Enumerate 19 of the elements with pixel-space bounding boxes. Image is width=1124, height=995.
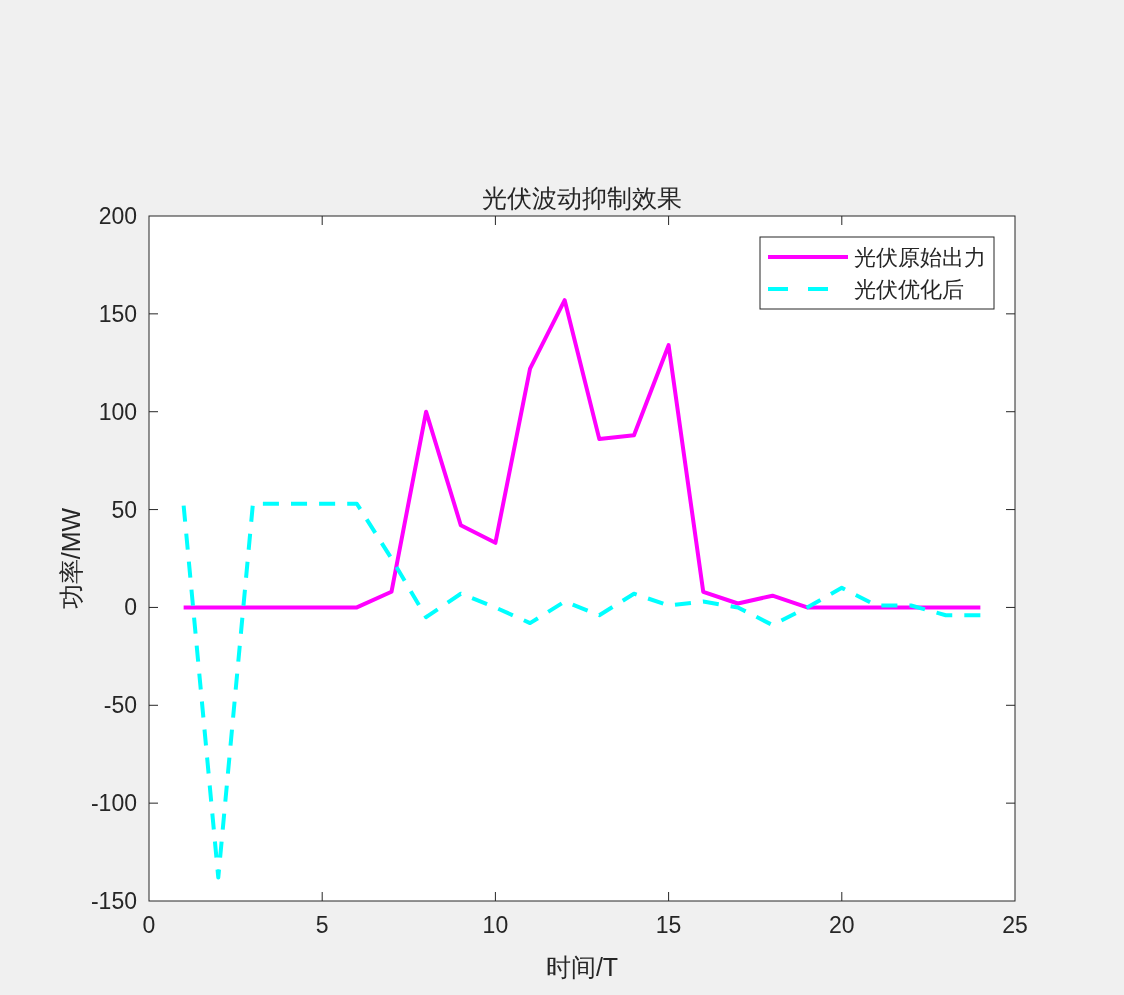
x-tick-label: 20 — [829, 912, 855, 938]
x-tick-label: 10 — [482, 912, 509, 938]
x-tick-label: 25 — [1002, 912, 1028, 938]
y-axis-title: 功率/MW — [57, 507, 85, 610]
y-tick-label: -150 — [90, 888, 137, 914]
x-tick-label: 5 — [315, 912, 329, 938]
legend-label: 光伏优化后 — [854, 277, 964, 302]
x-tick-label: 15 — [655, 912, 682, 938]
y-tick-label: -100 — [90, 790, 137, 817]
y-tick-label: -50 — [103, 692, 137, 719]
y-tick-label: 200 — [98, 203, 137, 229]
y-tick-label: 0 — [124, 594, 137, 621]
y-tick-label: 150 — [98, 300, 137, 327]
y-tick-label: 50 — [111, 496, 137, 523]
chart-title: 光伏波动抑制效果 — [482, 184, 682, 212]
legend-label: 光伏原始出力 — [854, 245, 986, 270]
x-tick-label: 0 — [142, 912, 156, 938]
x-axis-title: 时间/T — [545, 953, 619, 981]
y-tick-label: 100 — [98, 398, 137, 425]
